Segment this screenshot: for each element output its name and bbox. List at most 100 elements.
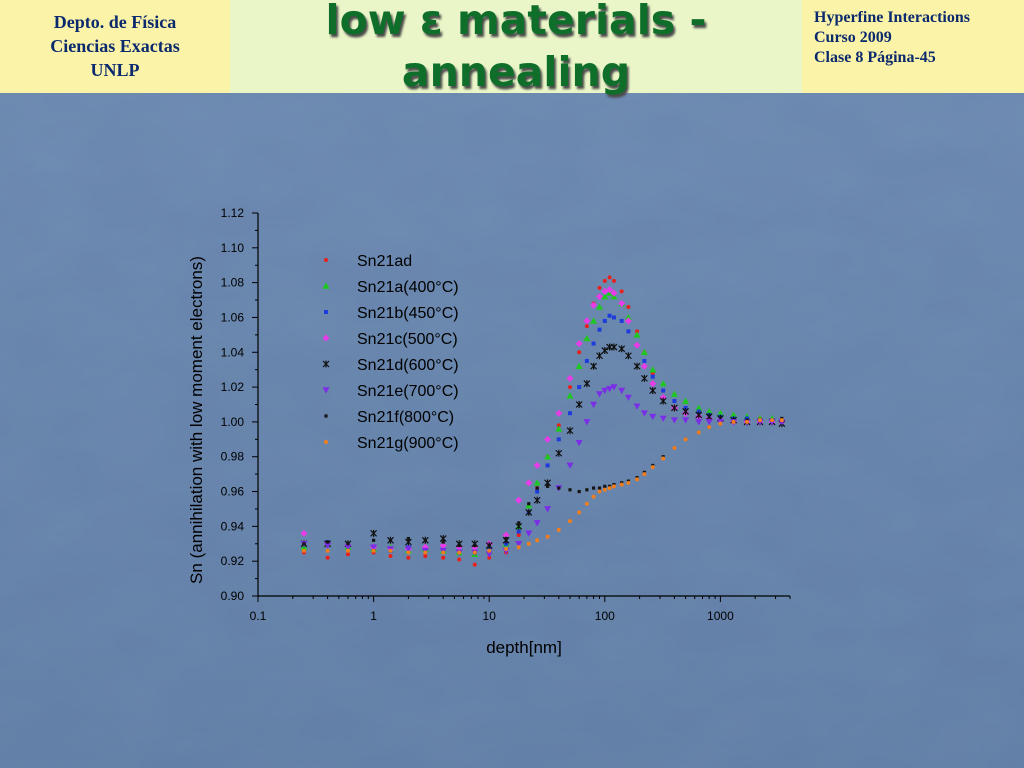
data-point: [372, 538, 376, 542]
data-point: [601, 347, 609, 355]
data-point: [544, 453, 552, 460]
data-point: [661, 456, 666, 461]
data-point: [649, 380, 657, 388]
data-point: [557, 486, 561, 490]
data-point: [633, 341, 641, 349]
data-point: [583, 419, 591, 426]
data-point: [457, 557, 462, 562]
data-point: [716, 409, 724, 417]
data-point: [583, 334, 591, 342]
data-point: [610, 343, 618, 351]
institution-line-3: UNLP: [90, 60, 140, 80]
data-point: [597, 327, 602, 332]
data-point: [525, 508, 533, 516]
data-point: [525, 530, 533, 537]
data-point: [682, 407, 690, 415]
data-point: [610, 384, 618, 391]
data-point: [626, 480, 631, 485]
data-point: [533, 496, 541, 504]
title-line-1: low ε materials -: [325, 0, 707, 44]
y-tick-label: 1.10: [221, 241, 245, 255]
data-point: [705, 413, 713, 421]
data-point: [682, 397, 690, 404]
y-tick-label: 0.92: [221, 554, 245, 568]
series-7: [302, 418, 784, 555]
data-point: [718, 421, 723, 426]
slide-title: low ε materials - annealing: [230, 0, 802, 98]
data-point: [535, 489, 540, 494]
data-point: [406, 555, 411, 560]
data-point: [535, 486, 539, 490]
y-tick-label: 0.90: [221, 589, 245, 603]
legend-label: Sn21e(700°C): [357, 383, 459, 400]
data-point: [584, 501, 589, 506]
data-point: [577, 350, 582, 355]
title-line-2: annealing: [401, 48, 631, 96]
legend-label: Sn21g(900°C): [357, 435, 459, 452]
data-point: [661, 388, 666, 393]
data-point: [388, 538, 393, 542]
data-point: [603, 484, 607, 488]
course-line-1: Hyperfine Interactions: [814, 9, 970, 26]
data-point: [344, 544, 352, 551]
data-point: [472, 550, 477, 555]
data-point: [566, 427, 574, 435]
data-point: [606, 386, 614, 393]
data-point: [705, 419, 713, 426]
legend-label: Sn21b(450°C): [357, 305, 459, 322]
x-tick-label: 100: [595, 609, 615, 623]
course-line-2: Curso 2009: [814, 29, 892, 46]
data-point: [388, 548, 393, 553]
data-point: [545, 534, 550, 539]
data-point: [473, 543, 477, 548]
header-right-course: Hyperfine Interactions Curso 2009 Clase …: [802, 0, 1024, 93]
legend-label: Sn21ad: [357, 253, 412, 270]
data-point: [370, 544, 378, 551]
data-point: [635, 477, 640, 482]
data-point: [682, 417, 690, 424]
data-point: [441, 540, 445, 544]
data-point: [695, 411, 703, 419]
data-point: [626, 329, 631, 334]
data-point: [345, 552, 350, 557]
data-point: [457, 543, 461, 548]
header-left-institution: Depto. de Física Ciencias Exactas UNLP: [0, 0, 230, 93]
data-point: [544, 506, 552, 513]
data-point: [544, 435, 552, 443]
data-point: [619, 318, 624, 323]
data-point: [672, 446, 677, 451]
data-point: [555, 409, 563, 417]
data-point: [577, 489, 581, 494]
legend-label: Sn21c(500°C): [357, 331, 458, 348]
data-point: [527, 502, 531, 506]
data-point: [619, 289, 624, 294]
data-point: [659, 397, 667, 405]
data-point: [607, 275, 612, 280]
data-point: [591, 486, 596, 490]
x-tick-label: 0.1: [250, 609, 267, 623]
y-tick-label: 1.12: [221, 206, 245, 220]
data-point: [659, 380, 667, 387]
data-point: [325, 548, 330, 553]
data-point: [533, 520, 541, 527]
legend-marker: [322, 387, 330, 394]
data-point: [610, 289, 618, 297]
data-point: [607, 486, 612, 491]
data-point: [779, 418, 784, 423]
data-point: [596, 352, 603, 360]
data-point: [457, 550, 462, 555]
data-point: [533, 479, 541, 486]
data-point: [577, 385, 582, 390]
data-point: [441, 555, 446, 560]
x-axis-label: depth[nm]: [486, 638, 562, 657]
data-point: [325, 540, 330, 544]
data-point: [618, 387, 626, 395]
chart-marks: [300, 275, 786, 567]
x-tick-label: 1: [370, 609, 377, 623]
data-point: [585, 488, 589, 492]
data-point: [705, 407, 713, 415]
series-5: [300, 384, 786, 558]
legend-marker: [324, 258, 328, 262]
